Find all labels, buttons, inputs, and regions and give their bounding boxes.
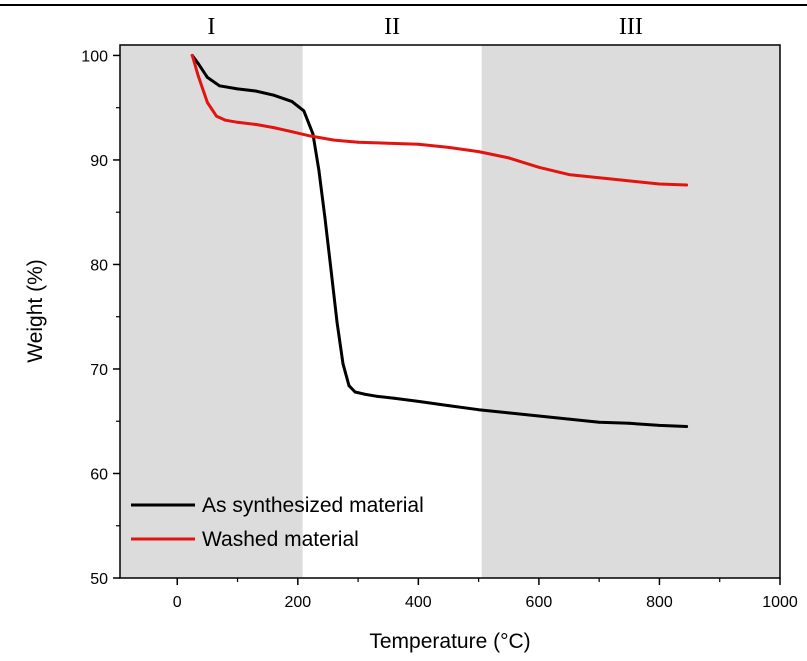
- series-2-point: [332, 138, 336, 142]
- series-1-point: [447, 404, 450, 407]
- series-2-point: [597, 176, 601, 180]
- series-1-point: [658, 424, 661, 427]
- series-1-point: [477, 408, 481, 412]
- series-1-point: [537, 414, 541, 418]
- series-2-point: [272, 126, 276, 129]
- y-tick-label: 100: [81, 48, 108, 65]
- series-1-point: [317, 169, 321, 172]
- series-1-point: [362, 392, 366, 396]
- series-1-point: [311, 132, 315, 136]
- series-1-point: [218, 84, 221, 88]
- series-1-point: [341, 362, 345, 366]
- y-tick-label: 90: [90, 153, 108, 170]
- series-1-point: [347, 384, 351, 388]
- y-axis-title: Weight (%): [24, 259, 47, 362]
- series-1-point: [507, 411, 511, 415]
- x-axis-title: Temperature (°C): [369, 630, 530, 653]
- series-1-point: [290, 100, 294, 103]
- series-2-point: [236, 120, 239, 124]
- region-3-shade: [481, 45, 780, 578]
- x-tick-label: 800: [646, 594, 673, 611]
- series-2-point: [224, 118, 227, 122]
- series-2-point: [507, 156, 511, 160]
- series-2-point: [386, 141, 390, 145]
- series-1-point: [392, 396, 396, 400]
- series-1-point: [329, 268, 333, 272]
- series-1-point: [302, 109, 306, 113]
- x-tick-label: 400: [405, 594, 432, 611]
- series-1-point: [416, 399, 420, 403]
- series-2-point: [254, 123, 258, 126]
- series-1-point: [685, 425, 688, 428]
- series-2-point: [627, 179, 631, 183]
- region-2-label: II: [384, 14, 400, 40]
- series-1-point: [236, 87, 239, 91]
- y-tick-label: 50: [90, 571, 108, 588]
- region-1-label: I: [207, 14, 215, 40]
- series-2-point: [658, 182, 661, 186]
- series-1-point: [196, 62, 200, 66]
- x-tick-label: 1000: [762, 594, 798, 611]
- series-1-point: [272, 93, 276, 97]
- series-2-point: [215, 114, 218, 118]
- series-2-point: [308, 134, 312, 138]
- series-2-point: [290, 130, 294, 134]
- y-tick-label: 80: [90, 257, 108, 274]
- series-2-point: [205, 101, 209, 104]
- series-line-1: [190, 54, 689, 428]
- region-3-label: III: [619, 14, 643, 40]
- series-1-point: [254, 89, 258, 93]
- region-1-shade: [120, 45, 303, 578]
- series-1-point: [353, 390, 357, 394]
- series-1-point: [323, 216, 327, 219]
- legend-label-as-synthesized: As synthesized material: [202, 494, 424, 517]
- series-1-point: [567, 417, 571, 421]
- series-2-point: [567, 173, 571, 176]
- series-2-point: [477, 150, 481, 154]
- plot-frame: [119, 44, 781, 579]
- series-1-point: [597, 420, 601, 424]
- legend: As synthesized material Washed material: [131, 494, 424, 551]
- series-2-point: [356, 140, 360, 144]
- series-1-point: [374, 394, 378, 398]
- series-2-point: [685, 183, 688, 187]
- x-tick-label: 0: [173, 594, 182, 611]
- y-tick-label: 60: [90, 466, 108, 483]
- x-tick-label: 600: [526, 594, 553, 611]
- series-2-point: [416, 142, 420, 146]
- series-1-point: [627, 421, 631, 425]
- series-2-point: [447, 146, 450, 149]
- legend-label-washed: Washed material: [202, 528, 359, 551]
- series-2-point: [196, 74, 200, 78]
- series-2-point: [537, 165, 541, 169]
- series-2-point: [190, 54, 194, 57]
- x-tick-label: 200: [284, 594, 311, 611]
- y-tick-label: 70: [90, 362, 108, 379]
- series-1-point: [335, 320, 339, 324]
- series-1-point: [205, 75, 209, 79]
